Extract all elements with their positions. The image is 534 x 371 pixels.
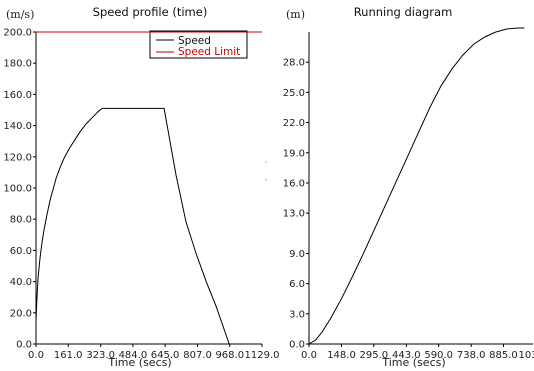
speed-y-tick-label: 20.0	[10, 308, 32, 319]
speed-x-tick-label: 807.0	[183, 350, 212, 361]
legend-entry-speed: Speed	[178, 35, 211, 47]
speed-y-tick-label: 100.0	[3, 184, 32, 195]
speed-y-tick-label: 200.0	[3, 28, 32, 39]
running-y-tick-label: 13.0	[283, 209, 305, 220]
speed-y-tick-label: 0.0	[16, 340, 32, 351]
speed-x-tick-label: 0.0	[28, 350, 44, 361]
speed-x-tick-label: 484.0	[119, 350, 148, 361]
running-x-tick-label: 590.0	[424, 350, 453, 361]
running-y-tick-label: 16.0	[283, 178, 305, 189]
speed-y-tick-label: 60.0	[10, 246, 32, 257]
stray-mark-upper: ′	[265, 161, 267, 171]
running-series-distance	[308, 27, 525, 345]
speed-y-tick-label: 40.0	[10, 277, 32, 288]
running-chart-unit-label: (m)	[286, 8, 305, 21]
speed-y-tick-label: 120.0	[3, 152, 32, 163]
running-x-tick-label: 295.0	[360, 350, 389, 361]
speed-chart-title: Speed profile (time)	[93, 5, 208, 19]
legend-entry-speed-limit: Speed Limit	[178, 46, 240, 58]
running-y-tick-label: 19.0	[283, 148, 305, 159]
running-y-tick-label: 28.0	[283, 58, 305, 69]
speed-x-tick-label: 161.0	[54, 350, 83, 361]
speed-x-tick-label: 645.0	[151, 350, 180, 361]
speed-y-tick-label: 180.0	[3, 59, 32, 70]
running-x-tick-label: 148.0	[327, 350, 356, 361]
legend-box	[149, 30, 248, 59]
running-x-tick-label: 1033.0	[519, 350, 534, 361]
speed-series-speed	[35, 107, 230, 345]
speed-y-tick-label: 80.0	[10, 215, 32, 226]
speed-x-tick-label: 1129.0	[245, 350, 280, 361]
running-chart-marks: 0.0 3.0 6.0 9.0 13.0 16.0 19.0 22.0 25.0 28.0 0.0 1…	[283, 27, 534, 361]
running-chart-x-axis-label: Time (secs)	[381, 356, 445, 369]
speed-chart-x-axis-label: Time (secs)	[107, 356, 171, 369]
speed-x-tick-label: 323.0	[86, 350, 115, 361]
running-y-tick-label: 3.0	[289, 309, 305, 320]
stray-mark-lower: `	[264, 178, 269, 189]
running-chart-title: Running diagram	[354, 5, 453, 19]
speed-chart-unit-label: (m/s)	[6, 8, 34, 21]
speed-x-tick-label: 968.0	[215, 350, 244, 361]
running-x-tick-label: 738.0	[457, 350, 486, 361]
running-x-tick-label: 0.0	[301, 350, 317, 361]
speed-chart-marks: 0.0 20.0 40.0 60.0 80.0 100.0 120.0 140.0 160.0 1…	[3, 28, 279, 362]
running-y-tick-label: 0.0	[289, 340, 305, 351]
running-y-tick-label: 6.0	[289, 279, 305, 290]
speed-y-tick-label: 160.0	[3, 90, 32, 101]
running-x-tick-label: 443.0	[392, 350, 421, 361]
running-y-tick-label: 25.0	[283, 88, 305, 99]
running-x-tick-label: 885.0	[489, 350, 518, 361]
speed-y-tick-label: 140.0	[3, 121, 32, 132]
speed-chart-legend: Speed Speed Limit	[149, 30, 248, 59]
running-y-tick-label: 9.0	[289, 249, 305, 260]
running-y-tick-label: 22.0	[283, 118, 305, 129]
